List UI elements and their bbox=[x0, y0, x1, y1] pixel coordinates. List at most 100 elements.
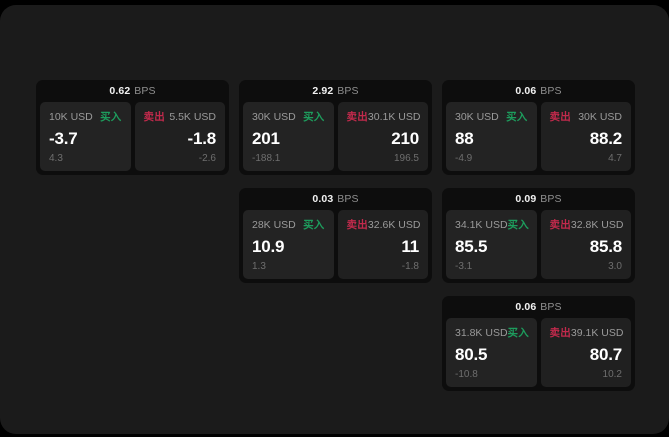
buy-tag: 买入 bbox=[303, 111, 325, 123]
buy-delta: 4.3 bbox=[49, 153, 63, 164]
buy-delta: 1.3 bbox=[252, 261, 266, 272]
quote-card[interactable]: 0.06 BPS 31.8K USD 买入 80.5 -10.8 卖出 39.1K USD 80… bbox=[442, 296, 635, 391]
quote-card[interactable]: 0.62 BPS 10K USD 买入 -3.7 4.3 卖出 5.5K USD -1.8 -2.… bbox=[36, 80, 229, 175]
buy-side[interactable]: 31.8K USD 买入 80.5 -10.8 bbox=[446, 318, 537, 387]
sell-quantity: 30.1K USD bbox=[367, 110, 421, 123]
buy-tag: 买入 bbox=[507, 327, 529, 339]
sell-tag: 卖出 bbox=[549, 219, 571, 231]
sell-delta: -2.6 bbox=[198, 153, 216, 164]
bps-unit-label: BPS bbox=[540, 193, 562, 205]
buy-quantity: 10K USD bbox=[49, 110, 93, 123]
quote-column: 2.92 BPS 30K USD 买入 201 -188.1 卖出 30.1K USD 210 1… bbox=[239, 80, 432, 283]
sell-side-header: 卖出 32.8K USD bbox=[549, 218, 624, 232]
sell-price: 11 bbox=[401, 236, 419, 256]
sell-side[interactable]: 卖出 30K USD 88.2 4.7 bbox=[540, 102, 631, 171]
bps-value: 0.06 bbox=[515, 85, 537, 97]
buy-price: 80.5 bbox=[455, 344, 488, 364]
sell-tag: 卖出 bbox=[549, 111, 571, 123]
sell-side-header: 卖出 30.1K USD bbox=[346, 110, 421, 124]
buy-side[interactable]: 34.1K USD 买入 85.5 -3.1 bbox=[446, 210, 537, 279]
buy-quantity: 28K USD bbox=[252, 218, 296, 231]
buy-side[interactable]: 30K USD 买入 88 -4.9 bbox=[446, 102, 537, 171]
buy-quantity: 30K USD bbox=[252, 110, 296, 123]
sell-price: 210 bbox=[391, 128, 419, 148]
bps-unit-label: BPS bbox=[134, 85, 156, 97]
card-body: 28K USD 买入 10.9 1.3 卖出 32.6K USD 11 -1.8 bbox=[239, 210, 432, 283]
card-body: 30K USD 买入 88 -4.9 卖出 30K USD 88.2 4.7 bbox=[442, 102, 635, 175]
buy-side[interactable]: 30K USD 买入 201 -188.1 bbox=[243, 102, 334, 171]
sell-quantity: 5.5K USD bbox=[169, 110, 216, 123]
buy-price: 201 bbox=[252, 128, 280, 148]
card-header: 0.09 BPS bbox=[442, 188, 635, 210]
quote-card-grid: 0.62 BPS 10K USD 买入 -3.7 4.3 卖出 5.5K USD -1.8 -2.… bbox=[36, 80, 636, 410]
sell-tag: 卖出 bbox=[346, 111, 368, 123]
card-header: 0.62 BPS bbox=[36, 80, 229, 102]
buy-side[interactable]: 10K USD 买入 -3.7 4.3 bbox=[40, 102, 131, 171]
sell-delta: 196.5 bbox=[393, 153, 419, 164]
buy-tag: 买入 bbox=[506, 111, 528, 123]
sell-quantity: 32.6K USD bbox=[367, 218, 421, 231]
bps-value: 0.06 bbox=[515, 301, 537, 313]
card-body: 10K USD 买入 -3.7 4.3 卖出 5.5K USD -1.8 -2.6 bbox=[36, 102, 229, 175]
sell-side[interactable]: 卖出 39.1K USD 80.7 10.2 bbox=[540, 318, 631, 387]
bps-value: 0.09 bbox=[515, 193, 537, 205]
card-body: 34.1K USD 买入 85.5 -3.1 卖出 32.8K USD 85.8 3.0 bbox=[442, 210, 635, 283]
bps-value: 0.62 bbox=[109, 85, 131, 97]
card-body: 31.8K USD 买入 80.5 -10.8 卖出 39.1K USD 80.7 10.2 bbox=[442, 318, 635, 391]
bps-unit-label: BPS bbox=[337, 193, 359, 205]
sell-delta: 10.2 bbox=[602, 369, 622, 380]
buy-price: -3.7 bbox=[49, 128, 78, 148]
buy-tag: 买入 bbox=[303, 219, 325, 231]
sell-price: -1.8 bbox=[187, 128, 217, 148]
sell-price: 80.7 bbox=[589, 344, 622, 364]
card-header: 0.06 BPS bbox=[442, 80, 635, 102]
sell-tag: 卖出 bbox=[549, 327, 571, 339]
quote-card[interactable]: 0.06 BPS 30K USD 买入 88 -4.9 卖出 30K USD 88.2 4.7 bbox=[442, 80, 635, 175]
buy-side[interactable]: 28K USD 买入 10.9 1.3 bbox=[243, 210, 334, 279]
sell-delta: 4.7 bbox=[608, 153, 622, 164]
sell-quantity: 32.8K USD bbox=[570, 218, 624, 231]
buy-quantity: 30K USD bbox=[455, 110, 499, 123]
quotes-panel: 0.62 BPS 10K USD 买入 -3.7 4.3 卖出 5.5K USD -1.8 -2.… bbox=[0, 5, 669, 434]
sell-side[interactable]: 卖出 30.1K USD 210 196.5 bbox=[337, 102, 428, 171]
buy-quantity: 31.8K USD bbox=[455, 326, 508, 339]
card-header: 2.92 BPS bbox=[239, 80, 432, 102]
sell-side[interactable]: 卖出 32.6K USD 11 -1.8 bbox=[337, 210, 428, 279]
sell-side-header: 卖出 5.5K USD bbox=[143, 110, 217, 124]
buy-side-header: 34.1K USD 买入 bbox=[455, 218, 529, 232]
buy-delta: -188.1 bbox=[252, 153, 281, 164]
buy-side-header: 30K USD 买入 bbox=[455, 110, 528, 124]
bps-unit-label: BPS bbox=[540, 301, 562, 313]
bps-unit-label: BPS bbox=[337, 85, 359, 97]
sell-delta: 3.0 bbox=[608, 261, 622, 272]
buy-price: 85.5 bbox=[455, 236, 488, 256]
bps-value: 0.03 bbox=[312, 193, 334, 205]
quote-card[interactable]: 0.03 BPS 28K USD 买入 10.9 1.3 卖出 32.6K USD 11 -1.8 bbox=[239, 188, 432, 283]
sell-side[interactable]: 卖出 5.5K USD -1.8 -2.6 bbox=[134, 102, 225, 171]
sell-price: 88.2 bbox=[589, 128, 622, 148]
sell-price: 85.8 bbox=[589, 236, 622, 256]
sell-delta: -1.8 bbox=[401, 261, 419, 272]
sell-quantity: 39.1K USD bbox=[570, 326, 624, 339]
quote-column: 0.06 BPS 30K USD 买入 88 -4.9 卖出 30K USD 88.2 4.7 0.… bbox=[442, 80, 635, 391]
buy-price: 88 bbox=[455, 128, 474, 148]
buy-delta: -10.8 bbox=[455, 369, 478, 380]
buy-tag: 买入 bbox=[507, 219, 529, 231]
sell-side-header: 卖出 39.1K USD bbox=[549, 326, 624, 340]
card-header: 0.06 BPS bbox=[442, 296, 635, 318]
card-body: 30K USD 买入 201 -188.1 卖出 30.1K USD 210 196.5 bbox=[239, 102, 432, 175]
sell-tag: 卖出 bbox=[143, 111, 165, 123]
buy-delta: -3.1 bbox=[455, 261, 473, 272]
quote-card[interactable]: 2.92 BPS 30K USD 买入 201 -188.1 卖出 30.1K USD 210 1… bbox=[239, 80, 432, 175]
buy-side-header: 28K USD 买入 bbox=[252, 218, 325, 232]
buy-side-header: 31.8K USD 买入 bbox=[455, 326, 529, 340]
sell-side[interactable]: 卖出 32.8K USD 85.8 3.0 bbox=[540, 210, 631, 279]
quote-column: 0.62 BPS 10K USD 买入 -3.7 4.3 卖出 5.5K USD -1.8 -2.… bbox=[36, 80, 229, 175]
bps-value: 2.92 bbox=[312, 85, 334, 97]
card-header: 0.03 BPS bbox=[239, 188, 432, 210]
sell-quantity: 30K USD bbox=[578, 110, 622, 123]
sell-tag: 卖出 bbox=[346, 219, 368, 231]
sell-side-header: 卖出 30K USD bbox=[549, 110, 623, 124]
buy-tag: 买入 bbox=[100, 111, 122, 123]
quote-card[interactable]: 0.09 BPS 34.1K USD 买入 85.5 -3.1 卖出 32.8K USD 85.… bbox=[442, 188, 635, 283]
